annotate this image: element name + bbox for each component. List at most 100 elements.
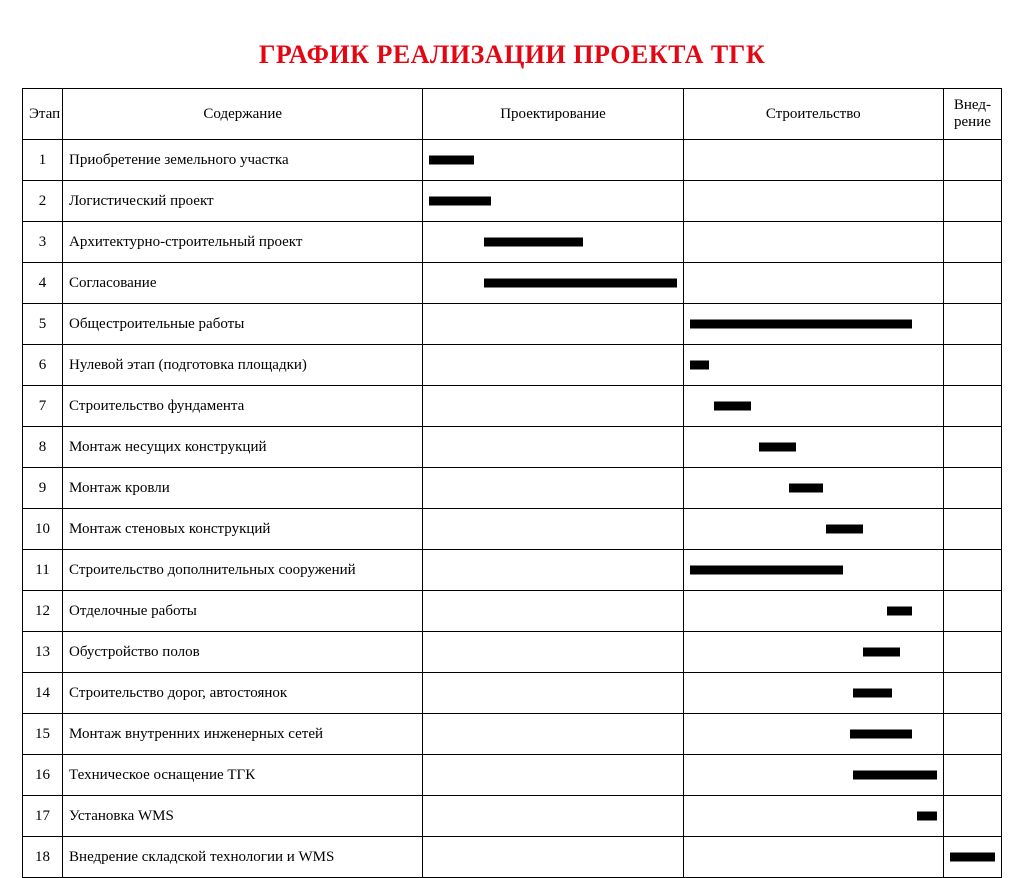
row-number: 1 xyxy=(23,140,63,181)
gantt-track xyxy=(950,146,995,174)
gantt-bar xyxy=(759,443,796,452)
gantt-track xyxy=(429,392,676,420)
gantt-cell-phase1 xyxy=(423,468,683,509)
row-name: Согласование xyxy=(63,263,423,304)
gantt-cell-phase3 xyxy=(943,591,1001,632)
row-number: 16 xyxy=(23,755,63,796)
gantt-track xyxy=(950,392,995,420)
gantt-track xyxy=(690,269,937,297)
gantt-cell-phase1 xyxy=(423,632,683,673)
gantt-track xyxy=(690,228,937,256)
gantt-track xyxy=(690,146,937,174)
row-name: Строительство дополнительных сооружений xyxy=(63,550,423,591)
row-name: Общестроительные работы xyxy=(63,304,423,345)
gantt-cell-phase2 xyxy=(683,509,943,550)
gantt-cell-phase2 xyxy=(683,222,943,263)
gantt-track xyxy=(690,802,937,830)
row-name: Приобретение земельного участка xyxy=(63,140,423,181)
gantt-bar xyxy=(690,320,913,329)
gantt-cell-phase2 xyxy=(683,427,943,468)
gantt-bar xyxy=(950,853,995,862)
table-row: 1Приобретение земельного участка xyxy=(23,140,1002,181)
gantt-bar xyxy=(917,812,937,821)
row-number: 13 xyxy=(23,632,63,673)
row-number: 17 xyxy=(23,796,63,837)
row-number: 7 xyxy=(23,386,63,427)
row-name: Монтаж внутренних инженерных сетей xyxy=(63,714,423,755)
gantt-track xyxy=(429,679,676,707)
gantt-cell-phase2 xyxy=(683,304,943,345)
gantt-cell-phase2 xyxy=(683,345,943,386)
row-name: Строительство фундамента xyxy=(63,386,423,427)
gantt-cell-phase1 xyxy=(423,591,683,632)
gantt-bar xyxy=(429,197,491,206)
gantt-cell-phase1 xyxy=(423,509,683,550)
gantt-track xyxy=(429,351,676,379)
gantt-cell-phase3 xyxy=(943,140,1001,181)
gantt-cell-phase1 xyxy=(423,550,683,591)
row-number: 6 xyxy=(23,345,63,386)
gantt-cell-phase3 xyxy=(943,345,1001,386)
gantt-track xyxy=(950,515,995,543)
gantt-track xyxy=(429,638,676,666)
gantt-cell-phase2 xyxy=(683,140,943,181)
gantt-cell-phase1 xyxy=(423,222,683,263)
gantt-track xyxy=(429,515,676,543)
gantt-track xyxy=(429,187,676,215)
gantt-track xyxy=(429,802,676,830)
gantt-track xyxy=(429,269,676,297)
page: ГРАФИК РЕАЛИЗАЦИИ ПРОЕКТА ТГК Этап Содер… xyxy=(0,0,1024,767)
gantt-cell-phase2 xyxy=(683,796,943,837)
gantt-bar xyxy=(484,279,677,288)
gantt-track xyxy=(690,515,937,543)
col-header-phase2: Строительство xyxy=(683,89,943,140)
gantt-track xyxy=(690,351,937,379)
gantt-track xyxy=(429,597,676,625)
row-number: 9 xyxy=(23,468,63,509)
gantt-cell-phase3 xyxy=(943,837,1001,878)
gantt-cell-phase1 xyxy=(423,714,683,755)
gantt-track xyxy=(950,351,995,379)
row-name: Установка WMS xyxy=(63,796,423,837)
table-row: 18Внедрение складской технологии и WMS xyxy=(23,837,1002,878)
gantt-cell-phase2 xyxy=(683,632,943,673)
gantt-bar xyxy=(853,689,893,698)
row-number: 8 xyxy=(23,427,63,468)
col-header-phase3: Внед- рение xyxy=(943,89,1001,140)
gantt-track xyxy=(429,228,676,256)
table-row: 17Установка WMS xyxy=(23,796,1002,837)
gantt-bar xyxy=(853,771,937,780)
gantt-track xyxy=(690,310,937,338)
gantt-bar xyxy=(714,402,751,411)
col-header-phase1: Проектирование xyxy=(423,89,683,140)
row-number: 15 xyxy=(23,714,63,755)
gantt-track xyxy=(950,761,995,789)
gantt-cell-phase2 xyxy=(683,591,943,632)
row-name: Техническое оснащение ТГК xyxy=(63,755,423,796)
gantt-track xyxy=(950,474,995,502)
gantt-cell-phase3 xyxy=(943,468,1001,509)
row-name: Логистический проект xyxy=(63,181,423,222)
gantt-track xyxy=(690,761,937,789)
gantt-track xyxy=(950,843,995,871)
gantt-bar xyxy=(690,361,710,370)
page-title: ГРАФИК РЕАЛИЗАЦИИ ПРОЕКТА ТГК xyxy=(22,40,1002,70)
gantt-track xyxy=(429,146,676,174)
row-number: 12 xyxy=(23,591,63,632)
gantt-cell-phase3 xyxy=(943,304,1001,345)
col-header-num: Этап xyxy=(23,89,63,140)
gantt-cell-phase3 xyxy=(943,714,1001,755)
gantt-track xyxy=(690,597,937,625)
gantt-track xyxy=(950,597,995,625)
row-name: Внедрение складской технологии и WMS xyxy=(63,837,423,878)
table-row: 4Согласование xyxy=(23,263,1002,304)
gantt-cell-phase1 xyxy=(423,304,683,345)
gantt-bar xyxy=(429,156,474,165)
table-row: 2Логистический проект xyxy=(23,181,1002,222)
gantt-cell-phase3 xyxy=(943,222,1001,263)
gantt-track xyxy=(429,843,676,871)
gantt-cell-phase2 xyxy=(683,468,943,509)
table-header-row: Этап Содержание Проектирование Строитель… xyxy=(23,89,1002,140)
gantt-bar xyxy=(789,484,824,493)
row-number: 10 xyxy=(23,509,63,550)
